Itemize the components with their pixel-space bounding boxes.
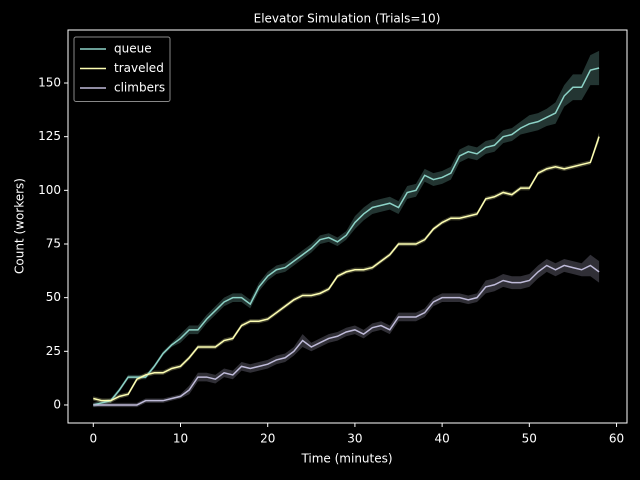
x-tick-label: 40: [434, 432, 449, 446]
legend-label: traveled: [114, 61, 164, 75]
x-tick-label: 60: [609, 432, 624, 446]
chart-title: Elevator Simulation (Trials=10): [254, 12, 441, 26]
x-tick-label: 10: [173, 432, 188, 446]
y-tick-label: 25: [46, 344, 61, 358]
x-axis-label: Time (minutes): [300, 452, 392, 466]
x-tick-label: 0: [89, 432, 97, 446]
error-band: [93, 254, 600, 408]
y-tick-label: 150: [38, 76, 61, 90]
y-axis-label: Count (workers): [13, 178, 27, 274]
x-tick-label: 30: [347, 432, 362, 446]
legend-label: climbers: [114, 81, 165, 95]
y-tick-label: 75: [46, 236, 61, 250]
legend-box: [73, 36, 171, 102]
x-tick-label: 50: [522, 432, 537, 446]
x-tick-label: 20: [260, 432, 275, 446]
y-tick-label: 125: [38, 129, 61, 143]
y-tick-label: 50: [46, 290, 61, 304]
y-tick-label: 0: [53, 397, 61, 411]
y-tick-label: 100: [38, 183, 61, 197]
series-line: [93, 67, 600, 406]
plot-frame: [67, 29, 628, 424]
series-line: [93, 136, 600, 402]
legend-label: queue: [114, 42, 152, 56]
series-line: [93, 264, 600, 406]
